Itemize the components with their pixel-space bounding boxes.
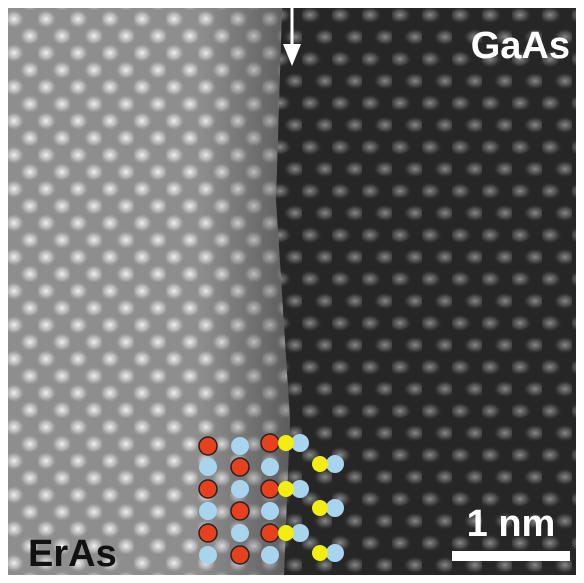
scale-bar-label: 1 nm bbox=[467, 503, 556, 545]
page: GaAs ErAs 1 nm (() => { const data = JSO… bbox=[0, 0, 584, 583]
gaas-label: GaAs bbox=[471, 25, 570, 67]
eras-label: ErAs bbox=[28, 533, 117, 575]
scale-bar bbox=[452, 551, 570, 561]
micrograph: GaAs ErAs 1 nm bbox=[0, 0, 584, 583]
